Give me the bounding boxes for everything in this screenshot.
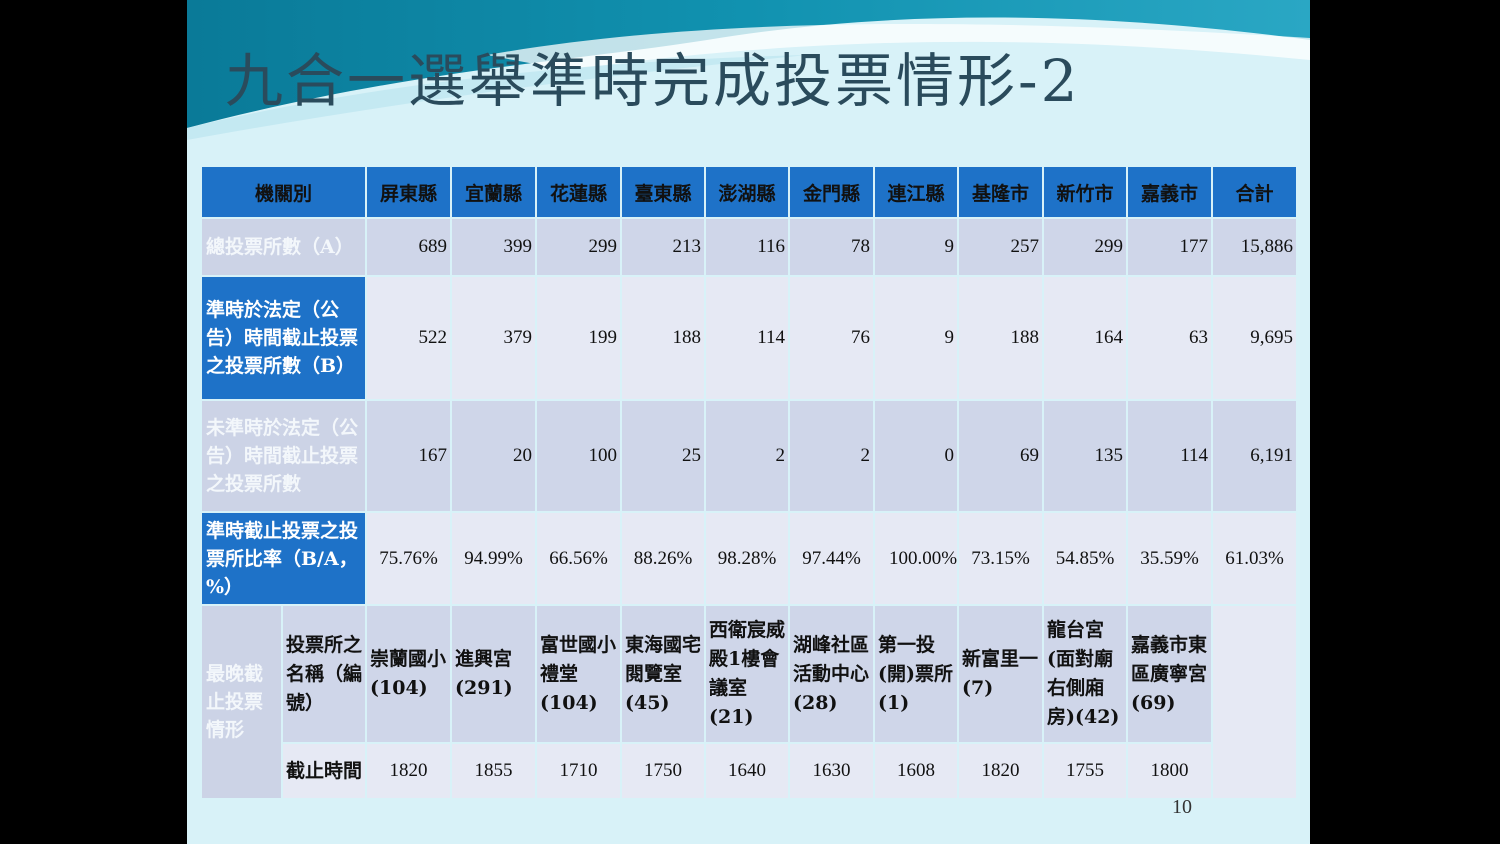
station-name: 崇蘭國小(104)	[365, 604, 453, 744]
table-row: 未準時於法定（公告）時間截止投票之投票所數 167 20 100 25 2 2 …	[199, 399, 1299, 513]
table-cell: 0	[873, 399, 960, 513]
table-cell: 9	[873, 275, 960, 401]
col-header: 花蓮縣	[535, 165, 623, 219]
table-cell: 73.15%	[957, 511, 1045, 606]
col-header: 金門縣	[788, 165, 876, 219]
row-label: 未準時於法定（公告）時間截止投票之投票所數	[199, 399, 368, 513]
latest-section-label: 最晚截止投票情形	[200, 604, 283, 800]
station-name: 新富里一(7)	[957, 604, 1045, 744]
close-time: 1800	[1126, 742, 1214, 800]
close-time: 1820	[365, 742, 453, 800]
station-name: 龍台宮(面對廟右側廂房)(42)	[1042, 604, 1129, 744]
table-cell: 167	[365, 399, 453, 513]
table-cell: 299	[1042, 217, 1129, 277]
close-time: 1750	[620, 742, 707, 800]
table-cell: 114	[1126, 399, 1214, 513]
table-cell: 199	[535, 275, 623, 401]
table-cell: 116	[704, 217, 791, 277]
table-row: 總投票所數（A） 689 399 299 213 116 78 9 257 29…	[199, 217, 1299, 277]
table-cell: 94.99%	[450, 511, 538, 606]
table-row: 最晚截止投票情形 投票所之名稱（編號） 崇蘭國小(104) 進興宮(291) 富…	[200, 604, 1299, 800]
table-cell: 6,191	[1211, 399, 1299, 513]
table-cell: 114	[704, 275, 791, 401]
table-cell: 9,695	[1211, 275, 1299, 401]
table-cell: 20	[450, 399, 538, 513]
slide-title: 九合一選舉準時完成投票情形-2	[225, 47, 1081, 115]
close-time: 1630	[788, 742, 876, 800]
table-cell: 66.56%	[535, 511, 623, 606]
table-cell: 135	[1042, 399, 1129, 513]
col-header: 合計	[1211, 165, 1299, 219]
table-cell: 100.00%	[873, 511, 960, 606]
close-time-label: 截止時間	[280, 742, 368, 800]
close-time: 1855	[450, 742, 538, 800]
table-cell: 76	[788, 275, 876, 401]
station-name-label: 投票所之名稱（編號）	[280, 604, 368, 744]
table-cell: 164	[1042, 275, 1129, 401]
station-name: 進興宮(291)	[450, 604, 538, 744]
header-label: 機關別	[199, 165, 368, 219]
table-cell: 379	[450, 275, 538, 401]
col-header: 新竹市	[1042, 165, 1129, 219]
polling-table: 機關別 屏東縣 宜蘭縣 花蓮縣 臺東縣 澎湖縣 金門縣 連江縣 基隆市 新竹市 …	[199, 165, 1299, 800]
table-cell: 88.26%	[620, 511, 707, 606]
table-cell: 35.59%	[1126, 511, 1214, 606]
table-cell: 100	[535, 399, 623, 513]
table-cell: 522	[365, 275, 453, 401]
table-cell: 213	[620, 217, 707, 277]
col-header: 連江縣	[873, 165, 960, 219]
table-cell: 2	[704, 399, 791, 513]
table-cell: 177	[1126, 217, 1214, 277]
table-cell: 54.85%	[1042, 511, 1129, 606]
table-cell: 61.03%	[1211, 511, 1299, 606]
col-header: 澎湖縣	[704, 165, 791, 219]
table-cell: 75.76%	[365, 511, 453, 606]
table-row: 準時於法定（公告）時間截止投票之投票所數（B） 522 379 199 188 …	[199, 275, 1299, 401]
header-row: 機關別 屏東縣 宜蘭縣 花蓮縣 臺東縣 澎湖縣 金門縣 連江縣 基隆市 新竹市 …	[199, 165, 1299, 219]
table-cell: 299	[535, 217, 623, 277]
col-header: 基隆市	[957, 165, 1045, 219]
table-cell: 25	[620, 399, 707, 513]
close-time: 1640	[704, 742, 791, 800]
table-cell: 63	[1126, 275, 1214, 401]
close-time: 1820	[957, 742, 1045, 800]
table-cell: 15,886	[1211, 217, 1299, 277]
table-cell: 9	[873, 217, 960, 277]
station-name: 第一投(開)票所(1)	[873, 604, 960, 744]
empty-cell	[1211, 604, 1299, 800]
station-name: 湖峰社區活動中心(28)	[788, 604, 876, 744]
table-cell: 188	[620, 275, 707, 401]
table-row: 準時截止投票之投票所比率（B/A，%） 75.76% 94.99% 66.56%…	[199, 511, 1299, 606]
table-cell: 97.44%	[788, 511, 876, 606]
slide: 九合一選舉準時完成投票情形-2 機關別 屏東縣 宜蘭縣 花蓮縣 臺東縣 澎湖縣 …	[187, 0, 1310, 844]
station-name: 東海國宅閱覽室(45)	[620, 604, 707, 744]
table-cell: 2	[788, 399, 876, 513]
table-cell: 188	[957, 275, 1045, 401]
station-name: 富世國小禮堂(104)	[535, 604, 623, 744]
col-header: 臺東縣	[620, 165, 707, 219]
table-cell: 69	[957, 399, 1045, 513]
station-name: 西衛宸威殿1樓會議室(21)	[704, 604, 791, 744]
close-time: 1755	[1042, 742, 1129, 800]
close-time: 1710	[535, 742, 623, 800]
row-label: 總投票所數（A）	[199, 217, 368, 277]
station-name: 嘉義市東區廣寧宮(69)	[1126, 604, 1214, 744]
table-cell: 399	[450, 217, 538, 277]
row-label: 準時於法定（公告）時間截止投票之投票所數（B）	[199, 275, 368, 401]
row-label: 準時截止投票之投票所比率（B/A，%）	[199, 511, 368, 606]
page-number: 10	[1172, 796, 1192, 818]
table-cell: 78	[788, 217, 876, 277]
table-cell: 98.28%	[704, 511, 791, 606]
table-cell: 257	[957, 217, 1045, 277]
table-row: 截止時間 1820 1855 1710 1750 1640 1630 1608 …	[201, 742, 1297, 800]
col-header: 宜蘭縣	[450, 165, 538, 219]
col-header: 屏東縣	[365, 165, 453, 219]
table-cell: 689	[365, 217, 453, 277]
col-header: 嘉義市	[1126, 165, 1214, 219]
close-time: 1608	[873, 742, 960, 800]
